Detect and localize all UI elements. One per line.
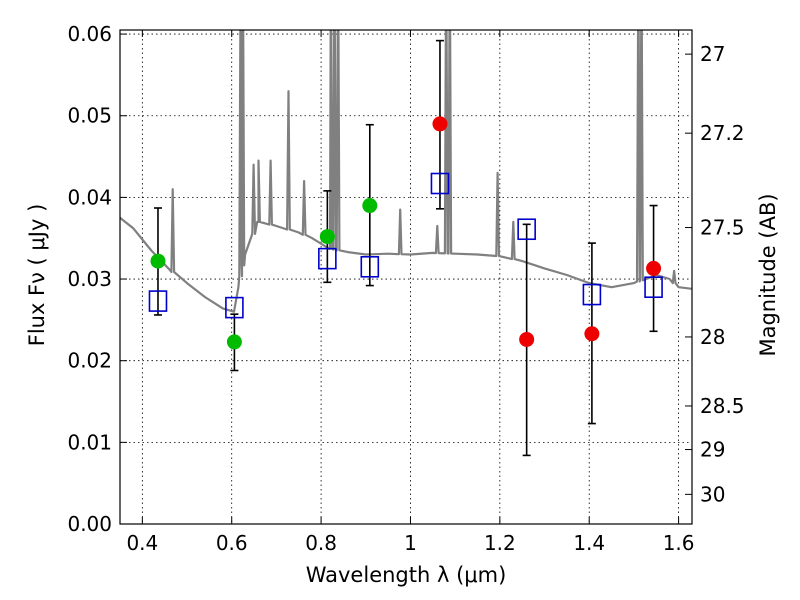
y-tick-label: 0.05	[67, 104, 112, 128]
y-tick-label: 0.01	[67, 430, 112, 454]
x-tick-label: 0.4	[126, 531, 158, 555]
x-tick-label: 1.4	[573, 531, 605, 555]
x-tick-label: 0.6	[216, 531, 248, 555]
model-square-marker	[318, 247, 337, 270]
magnitude-tick-label: 28	[700, 325, 725, 349]
x-tick-label: 0.8	[305, 531, 337, 555]
x-tick-label: 1	[404, 531, 417, 555]
x-axis-label: Wavelength λ (μm)	[306, 563, 507, 587]
y-tick-label: 0.04	[67, 185, 112, 209]
grid-layer	[120, 30, 692, 525]
axes-layer	[119, 29, 693, 525]
magnitude-tick-label: 30	[700, 482, 725, 506]
model-square-marker	[148, 290, 168, 312]
points-layer	[148, 39, 663, 457]
spectrum-line	[120, 30, 692, 313]
ticks-layer: 0.4 0.6 0.8 1 1.2 1.4 1.6 0.00 0.01 0.02 0.03 0.04 0…	[67, 22, 744, 555]
green-flux-point	[319, 229, 335, 245]
model-square-marker	[582, 283, 602, 306]
green-flux-point	[150, 253, 166, 269]
magnitude-tick-label: 27.5	[700, 216, 745, 240]
green-flux-point	[226, 334, 242, 350]
y-tick-label: 0.03	[67, 267, 112, 291]
x-tick-label: 1.6	[663, 531, 695, 555]
model-square-marker	[517, 218, 536, 241]
y2-axis-label: Magnitude (AB)	[756, 193, 780, 356]
red-flux-point	[584, 326, 600, 342]
x-tick-label: 1.2	[484, 531, 516, 555]
y-tick-label: 0.02	[67, 349, 112, 373]
red-flux-point	[432, 116, 448, 132]
plot-frame	[119, 29, 693, 525]
magnitude-tick-label: 27.2	[700, 121, 745, 145]
y-tick-label: 0.00	[67, 512, 112, 536]
red-flux-point	[646, 260, 662, 276]
red-flux-point	[519, 331, 535, 347]
green-flux-point	[362, 198, 378, 214]
model-square-marker	[360, 255, 380, 278]
magnitude-tick-label: 27	[700, 42, 725, 66]
spectrum-layer	[120, 30, 692, 313]
magnitude-tick-label: 28.5	[700, 394, 745, 418]
y-axis-label: Flux Fν ( μJy )	[25, 204, 49, 347]
y-tick-label: 0.06	[67, 22, 112, 46]
model-square-marker	[225, 296, 244, 319]
model-square-marker	[644, 276, 663, 299]
magnitude-tick-label: 29	[700, 438, 725, 462]
model-square-marker	[430, 172, 450, 195]
